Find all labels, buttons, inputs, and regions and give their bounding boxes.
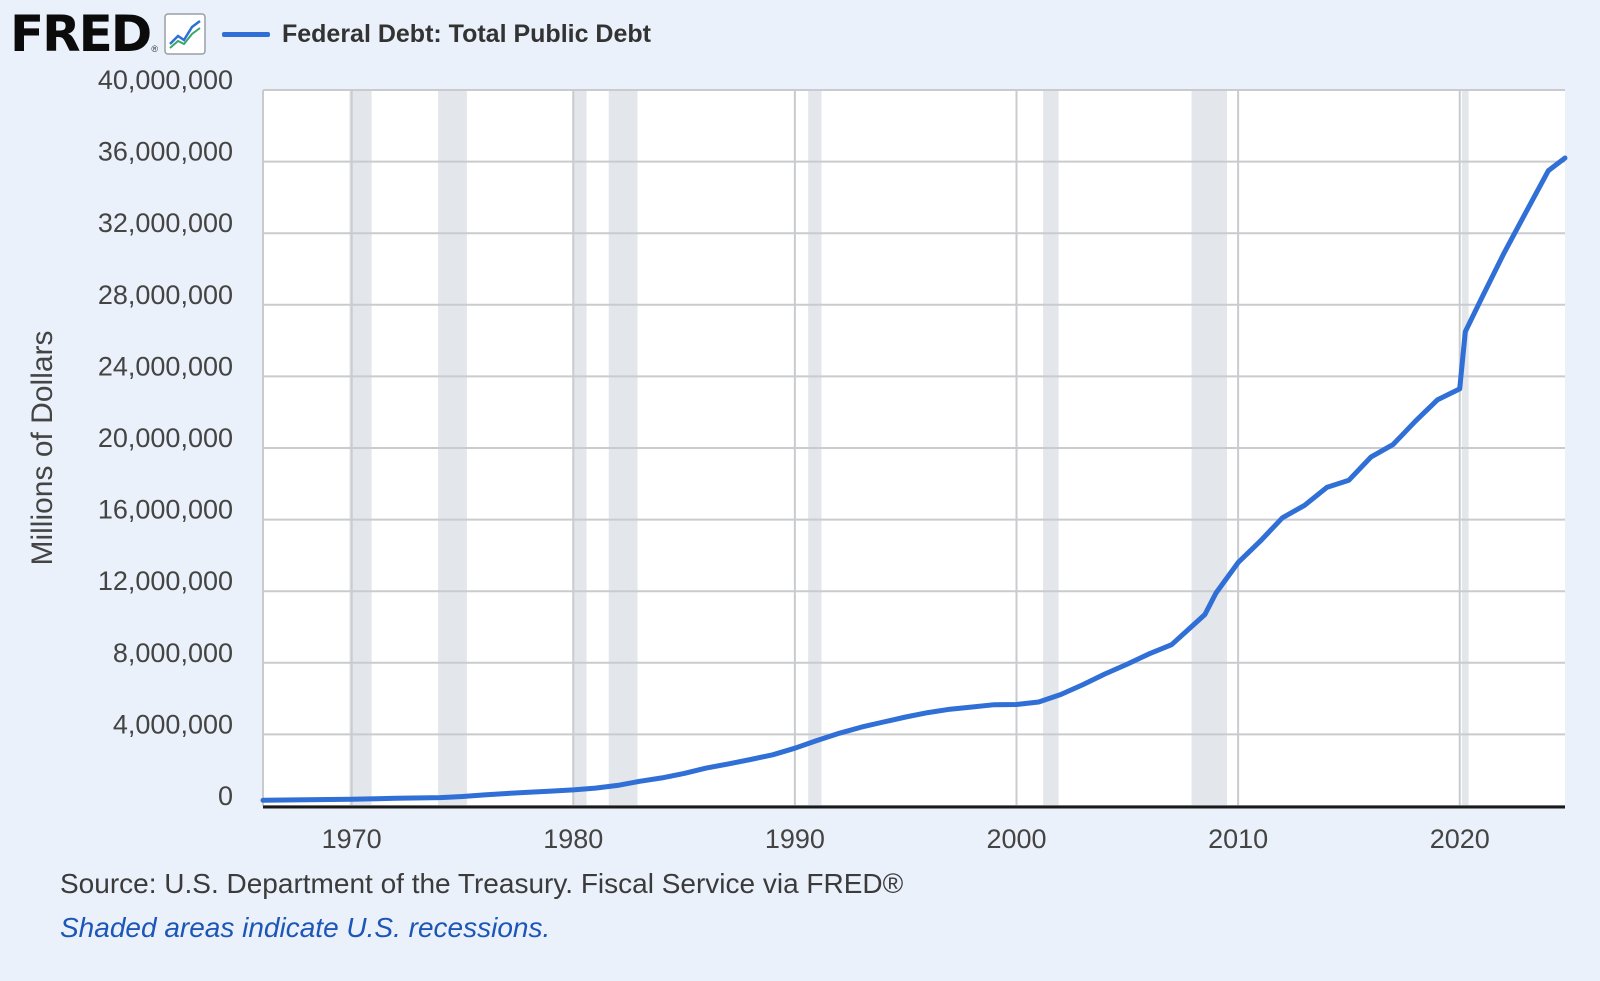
y-tick-label: 24,000,000 <box>98 351 233 381</box>
chart-header: FRED ® Federal Debt: Total Public Debt <box>10 8 651 60</box>
x-tick-label: 2010 <box>1208 824 1268 854</box>
y-axis-label: Millions of Dollars <box>26 330 59 565</box>
recession-note: Shaded areas indicate U.S. recessions. <box>60 912 551 943</box>
y-tick-label: 20,000,000 <box>98 423 233 453</box>
x-tick-label: 2000 <box>986 824 1046 854</box>
y-tick-label: 12,000,000 <box>98 566 233 596</box>
chart-footer: Source: U.S. Department of the Treasury.… <box>60 868 903 944</box>
fred-logo-registered-mark: ® <box>151 44 158 54</box>
x-tick-label: 1980 <box>543 824 603 854</box>
x-tick-label: 1970 <box>322 824 382 854</box>
x-tick-label: 2020 <box>1430 824 1490 854</box>
x-tick-label: 1990 <box>765 824 825 854</box>
y-tick-label: 4,000,000 <box>113 709 233 739</box>
y-tick-label: 28,000,000 <box>98 280 233 310</box>
y-tick-label: 32,000,000 <box>98 208 233 238</box>
fred-logo[interactable]: FRED <box>10 5 152 63</box>
series-group <box>260 155 1568 803</box>
y-tick-label: 36,000,000 <box>98 137 233 167</box>
series-line <box>260 155 1568 803</box>
source-text[interactable]: Source: U.S. Department of the Treasury.… <box>60 868 904 899</box>
y-axis: 0 4,000,000 8,000,000 12,000,000 16,000,000 2… <box>98 65 233 811</box>
grid <box>262 89 1565 809</box>
x-axis: 1970 1980 1990 2000 2010 2020 <box>322 824 1490 854</box>
legend[interactable]: Federal Debt: Total Public Debt <box>221 19 651 49</box>
legend-swatch <box>221 31 270 37</box>
y-tick-label: 16,000,000 <box>98 495 233 525</box>
line-chart-icon <box>164 13 206 55</box>
legend-label[interactable]: Federal Debt: Total Public Debt <box>281 19 651 48</box>
y-tick-label: 40,000,000 <box>98 65 233 95</box>
y-tick-label: 8,000,000 <box>113 638 233 668</box>
y-tick-label: 0 <box>218 781 233 811</box>
chart: 0 4,000,000 8,000,000 12,000,000 16,000,000 2… <box>26 65 1568 854</box>
